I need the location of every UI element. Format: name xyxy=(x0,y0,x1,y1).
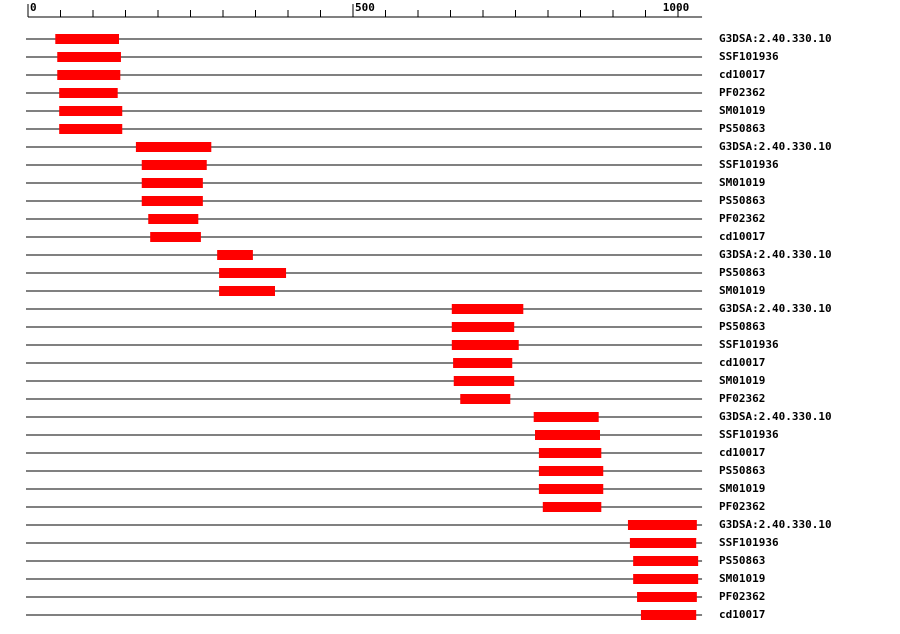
domain-label: PS50863 xyxy=(719,554,765,567)
domain-label: PS50863 xyxy=(719,464,765,477)
domain-bar xyxy=(629,538,697,548)
domain-bar xyxy=(141,178,203,188)
domain-bar xyxy=(217,250,253,260)
domain-label: SSF101936 xyxy=(719,158,779,171)
domain-label: cd10017 xyxy=(719,230,765,243)
domain-label: cd10017 xyxy=(719,446,765,459)
domain-label: G3DSA:2.40.330.10 xyxy=(719,518,832,531)
domain-label: PS50863 xyxy=(719,266,765,279)
domain-label: cd10017 xyxy=(719,68,765,81)
domain-label: SSF101936 xyxy=(719,338,779,351)
domain-bar xyxy=(542,502,602,512)
domain-bar xyxy=(150,232,201,242)
domain-bar xyxy=(627,520,697,530)
domain-label: SSF101936 xyxy=(719,428,779,441)
domain-label: PF02362 xyxy=(719,86,765,99)
domain-label: G3DSA:2.40.330.10 xyxy=(719,302,832,315)
domain-bar xyxy=(219,286,275,296)
domain-label: SM01019 xyxy=(719,572,765,585)
domain-bar xyxy=(141,160,207,170)
domain-bar xyxy=(633,574,699,584)
domain-bar xyxy=(59,88,118,98)
domain-label: PF02362 xyxy=(719,500,765,513)
domain-label: SM01019 xyxy=(719,104,765,117)
domain-bar xyxy=(141,196,203,206)
domain-label: SM01019 xyxy=(719,374,765,387)
domain-label: SSF101936 xyxy=(719,536,779,549)
domain-bar xyxy=(55,34,119,44)
x-tick-label: 1000 xyxy=(663,1,690,14)
domain-bar xyxy=(57,70,121,80)
domain-bar xyxy=(451,322,515,332)
domain-bar xyxy=(633,556,699,566)
domain-bar xyxy=(538,484,604,494)
domain-label: SM01019 xyxy=(719,176,765,189)
domain-bar xyxy=(59,106,123,116)
domain-bar xyxy=(451,304,524,314)
x-tick-label: 500 xyxy=(355,1,375,14)
domain-label: cd10017 xyxy=(719,608,765,621)
domain-label: G3DSA:2.40.330.10 xyxy=(719,140,832,153)
domain-bar xyxy=(453,358,513,368)
domain-bar xyxy=(148,214,199,224)
domain-label: G3DSA:2.40.330.10 xyxy=(719,410,832,423)
domain-label: cd10017 xyxy=(719,356,765,369)
domain-bar xyxy=(135,142,212,152)
domain-label: PS50863 xyxy=(719,320,765,333)
x-tick-label: 0 xyxy=(30,1,37,14)
domain-label: G3DSA:2.40.330.10 xyxy=(719,32,832,45)
domain-bar xyxy=(453,376,515,386)
domain-label: PS50863 xyxy=(719,122,765,135)
domain-bar xyxy=(451,340,519,350)
domain-bar xyxy=(460,394,511,404)
domain-label: G3DSA:2.40.330.10 xyxy=(719,248,832,261)
domain-bar xyxy=(533,412,599,422)
domain-label: SM01019 xyxy=(719,482,765,495)
domain-bar xyxy=(640,610,697,620)
domain-label: PF02362 xyxy=(719,212,765,225)
domain-label: PF02362 xyxy=(719,590,765,603)
domain-bar xyxy=(538,448,602,458)
domain-bar xyxy=(59,124,123,134)
domain-label: SSF101936 xyxy=(719,50,779,63)
domain-bar xyxy=(57,52,121,62)
domain-bar xyxy=(535,430,600,440)
domain-bar xyxy=(219,268,287,278)
domain-label: PS50863 xyxy=(719,194,765,207)
domain-label: SM01019 xyxy=(719,284,765,297)
domain-label: PF02362 xyxy=(719,392,765,405)
domain-bar xyxy=(637,592,697,602)
domain-bar xyxy=(538,466,604,476)
